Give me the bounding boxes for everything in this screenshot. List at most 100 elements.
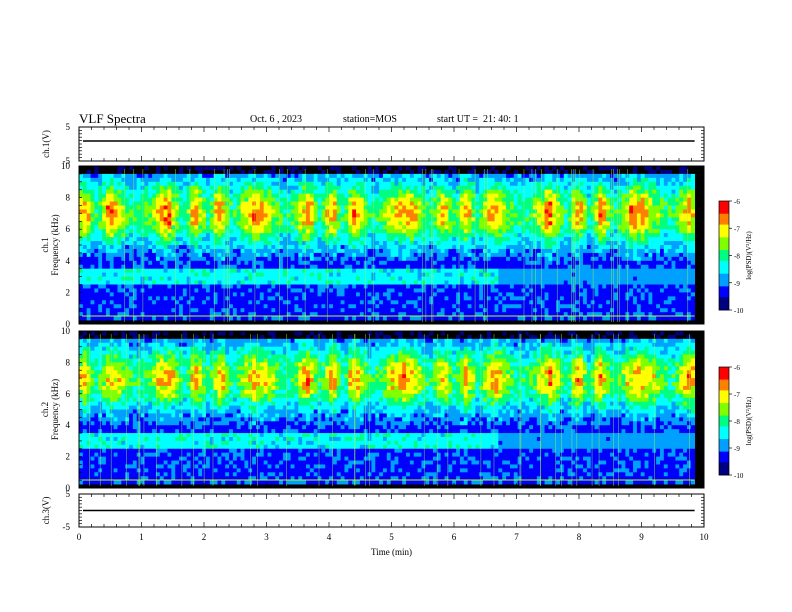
spectrogram-cell [556,312,561,317]
spectrogram-cell [379,217,384,222]
spectrogram-cell [483,241,488,246]
spectrogram-cell [121,268,126,274]
spectrogram-cell [456,308,461,313]
spectrogram-cell [340,189,345,195]
spectrogram-cell [98,209,103,214]
spectrogram-cell [125,241,130,246]
spectrogram-cell [309,264,315,270]
spectrogram-cell [102,248,107,254]
spectrogram-cell [298,201,303,206]
spectrogram-cell [171,268,176,274]
spectrogram-cell [471,166,476,171]
spectrogram-cell [167,189,172,195]
spectrogram-cell [171,205,176,210]
spectrogram-cell [371,201,376,206]
spectrogram-cell [386,181,392,187]
spectrogram-cell [286,248,292,254]
spectrogram-cell [229,229,234,234]
spectrogram-cell [552,256,557,262]
spectrogram-cell [202,284,207,289]
spectrogram-cell [190,280,195,285]
spectrogram-cell [506,233,511,238]
spectrogram-cell [190,173,195,179]
spectrogram-cell [490,225,495,230]
spectrogram-cell [567,197,572,202]
spectrogram-cell [117,193,122,198]
spectrogram-cell [248,245,253,250]
spectrogram-cell [255,221,261,226]
spectrogram-cell [359,260,365,266]
spectrogram-cell [579,248,584,254]
spectrogram-cell [367,169,372,175]
spectrogram-cell [198,252,203,258]
spectrogram-cell [409,185,415,191]
spectrogram-cell [525,252,530,258]
spectrogram-cell [521,201,526,206]
spectrogram-cell [525,217,530,222]
spectrogram-cell [167,221,172,226]
spectrogram-cell [529,300,534,305]
spectrogram-cell [448,189,453,195]
spectrogram-cell [163,288,168,293]
spectrogram-cell [248,205,253,210]
spectrogram-cell [352,300,357,305]
date-label: Oct. 6 , 2023 [250,114,302,125]
spectrogram-cell [413,304,418,309]
spectrogram-cell [163,304,168,309]
spectrogram-cell [282,248,288,254]
spectrogram-cell [336,245,342,250]
spectrogram-cell [517,237,522,242]
spectrogram-cell [421,248,426,254]
spectrogram-cell [432,205,438,210]
spectrogram-cell [329,256,334,262]
spectrogram-cell [563,169,569,175]
spectrogram-cell [421,296,426,301]
spectrogram-cell [167,241,172,246]
spectrogram-cell [102,276,107,281]
spectrogram-cell [463,288,469,293]
spectrogram-cell [413,237,418,242]
spectrogram-cell [409,173,415,179]
spectrogram-cell [129,264,134,270]
spectrogram-cell [194,284,199,289]
spectrogram-cell [279,308,284,313]
spectrogram-cell [444,256,449,262]
spectrogram-cell [240,193,245,198]
spectrogram-cell [171,201,176,206]
spectrogram-cell [279,304,284,309]
spectrogram-cell [459,181,465,187]
spectrogram-cell [175,237,180,242]
spectrogram-cell [121,256,126,262]
spectrogram-cell [386,300,392,305]
spectrogram-cell [486,304,492,309]
spectrogram-cell [390,268,395,274]
spectrogram-cell [479,280,484,285]
spectrogram-cell [359,264,365,270]
spectrogram-cell [586,209,592,214]
spectrogram-cell [209,252,215,258]
spectrogram-cell [94,213,99,218]
spectrogram-cell [440,288,445,293]
spectrogram-cell [436,300,442,305]
spectrogram-cell [217,312,222,317]
spectrogram-cell [321,256,326,262]
spectrogram-cell [382,264,388,270]
spectrogram-cell [282,276,288,281]
spectrogram-cell [252,233,257,238]
spectrogram-cell [298,272,303,277]
spectrogram-cell [306,221,311,226]
spectrogram-cell [548,248,553,254]
spectrogram-cell [271,181,276,187]
spectrogram-cell [286,260,292,266]
start-time-label: start UT = 21: 40: 1 [437,114,519,125]
spectrogram-cell [544,312,549,317]
spectrogram-cell [498,209,503,214]
spectrogram-cell [221,225,226,230]
spectrogram-cell [371,280,376,285]
spectrogram-cell [486,252,492,258]
spectrogram-cell [144,213,149,218]
spectrogram-cell [490,304,495,309]
spectrogram-cell [102,312,107,317]
spectrogram-cell [259,264,265,270]
spectrogram-cell [440,245,445,250]
